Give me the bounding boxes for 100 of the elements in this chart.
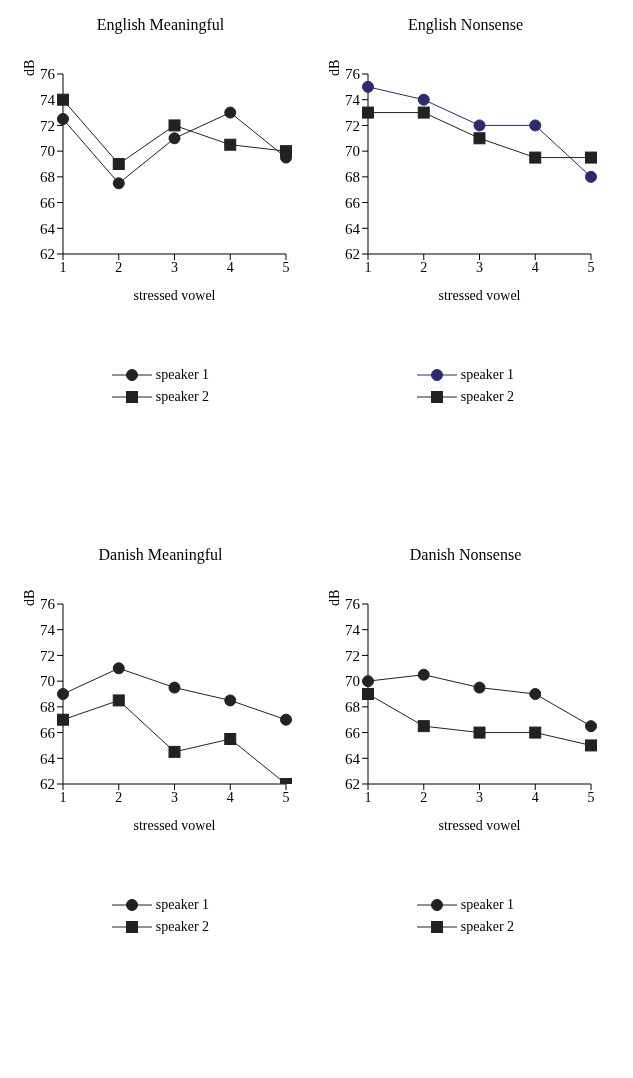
- point: [224, 106, 237, 119]
- point: [362, 675, 374, 688]
- point: [57, 688, 69, 700]
- point: [112, 177, 125, 190]
- y-tick-label: 72: [345, 117, 360, 134]
- legend-label: speaker 2: [155, 919, 210, 935]
- y-tick-label: 74: [345, 622, 361, 639]
- x-tick-label: 2: [115, 789, 123, 805]
- y-tick-label: 74: [40, 92, 56, 109]
- y-tick-label: 70: [40, 143, 55, 160]
- x-axis-title: stressed vowel: [438, 288, 521, 303]
- x-tick-label: 1: [59, 789, 67, 805]
- point: [473, 132, 486, 145]
- y-tick-label: 72: [40, 647, 55, 664]
- y-tick-label: 72: [345, 647, 360, 664]
- y-tick-label: 66: [345, 724, 361, 741]
- x-tick-label: 2: [420, 259, 428, 275]
- point: [168, 132, 181, 145]
- y-tick-label: 68: [345, 699, 360, 716]
- y-tick-label: 74: [40, 622, 56, 639]
- y-tick-label: 66: [40, 724, 56, 741]
- point: [473, 119, 486, 132]
- point: [168, 119, 181, 132]
- y-axis-title: dB: [327, 59, 343, 76]
- point: [57, 113, 69, 125]
- x-tick-label: 2: [115, 259, 123, 275]
- y-axis-title: dB: [22, 59, 38, 76]
- y-tick-label: 62: [40, 246, 55, 263]
- point: [112, 694, 125, 707]
- point: [57, 93, 69, 106]
- x-tick-label: 5: [282, 789, 290, 805]
- y-tick-label: 76: [40, 596, 56, 613]
- legend-label: speaker 1: [155, 367, 210, 383]
- point: [417, 106, 430, 119]
- point: [585, 720, 597, 733]
- y-tick-label: 68: [345, 169, 360, 186]
- y-tick-label: 64: [40, 220, 56, 237]
- point: [585, 151, 597, 164]
- point: [224, 733, 237, 745]
- x-tick-label: 4: [531, 259, 539, 275]
- y-tick-label: 70: [345, 673, 360, 690]
- point: [57, 713, 69, 726]
- point: [112, 158, 125, 170]
- point: [362, 688, 374, 700]
- chart-title: Danish Nonsense: [408, 545, 523, 565]
- chart-title: Danish Meaningful: [97, 545, 224, 566]
- point: [112, 662, 125, 675]
- point: [224, 138, 237, 151]
- x-tick-label: 4: [226, 789, 234, 805]
- y-tick-label: 70: [40, 673, 55, 690]
- x-tick-label: 3: [476, 789, 483, 805]
- y-axis-title: dB: [22, 589, 38, 606]
- y-tick-label: 64: [40, 750, 56, 767]
- y-tick-label: 62: [40, 776, 55, 793]
- x-tick-label: 3: [171, 789, 178, 805]
- x-tick-label: 1: [364, 789, 372, 805]
- x-tick-label: 2: [420, 789, 428, 805]
- y-tick-label: 64: [345, 750, 361, 767]
- chart-title: English Nonsense: [406, 15, 525, 36]
- y-tick-label: 70: [345, 143, 360, 160]
- y-tick-label: 62: [345, 246, 360, 263]
- legend-label: speaker 1: [460, 367, 515, 383]
- x-tick-label: 4: [226, 259, 234, 275]
- y-tick-label: 76: [345, 66, 361, 83]
- point: [224, 694, 237, 707]
- x-tick-label: 1: [59, 259, 67, 275]
- y-tick-label: 62: [345, 776, 360, 793]
- x-tick-label: 3: [476, 259, 483, 275]
- x-axis-title: stressed vowel: [133, 288, 216, 303]
- legend-label: speaker 2: [155, 389, 210, 405]
- point: [529, 726, 542, 739]
- point: [585, 739, 597, 752]
- chart-title: English Meaningful: [95, 15, 226, 36]
- x-axis-title: stressed vowel: [438, 818, 521, 833]
- point: [417, 93, 430, 106]
- point: [473, 726, 486, 739]
- point: [473, 681, 486, 694]
- y-tick-label: 68: [40, 699, 55, 716]
- x-tick-label: 5: [587, 789, 595, 805]
- legend-label: speaker 1: [155, 897, 210, 913]
- x-tick-label: 1: [364, 259, 372, 275]
- legend-label: speaker 1: [460, 897, 515, 913]
- point: [362, 80, 374, 93]
- point: [417, 720, 430, 733]
- point: [529, 688, 542, 700]
- point: [362, 106, 374, 119]
- point: [529, 151, 542, 164]
- x-tick-label: 4: [531, 789, 539, 805]
- x-tick-label: 5: [282, 259, 290, 275]
- y-tick-label: 72: [40, 117, 55, 134]
- point: [280, 145, 292, 158]
- point: [417, 668, 430, 681]
- point: [585, 170, 597, 183]
- point: [168, 681, 181, 694]
- y-tick-label: 66: [40, 194, 56, 211]
- point: [168, 745, 181, 758]
- x-axis-title: stressed vowel: [133, 818, 216, 833]
- y-tick-label: 76: [40, 66, 56, 83]
- x-tick-label: 3: [171, 259, 178, 275]
- y-tick-label: 66: [345, 194, 361, 211]
